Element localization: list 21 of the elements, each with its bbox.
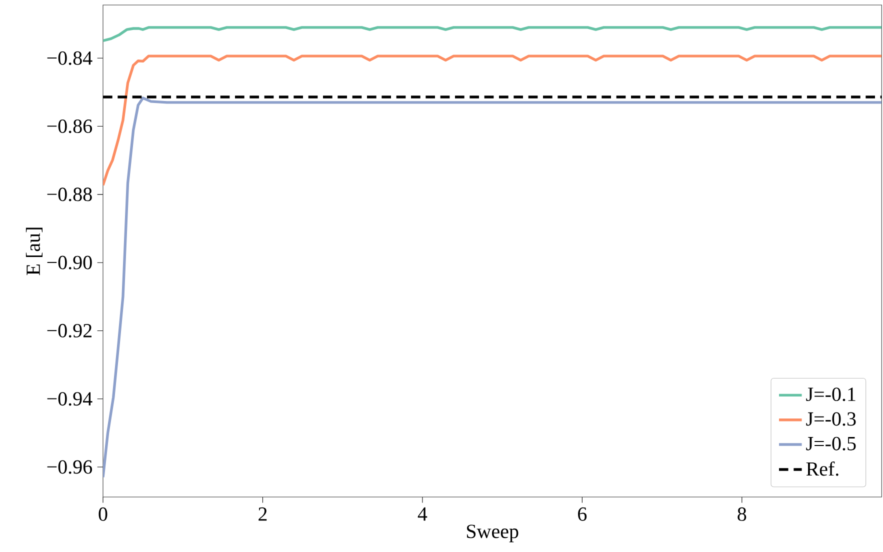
x-tick-label: 6 (578, 507, 587, 521)
y-axis-title: E [au] (26, 228, 42, 276)
legend-label: J=-0.5 (806, 436, 856, 450)
legend-label: Ref. (806, 461, 838, 476)
x-axis-title: Sweep (467, 524, 518, 542)
y-tick-label: −0.88 (47, 188, 92, 202)
x-tick-label: 0 (98, 507, 108, 521)
y-tick-label: −0.96 (47, 460, 92, 474)
line-series (103, 54, 882, 187)
line-series (103, 96, 882, 479)
y-tick-label: −0.92 (47, 324, 92, 338)
y-tick-label: −0.94 (47, 392, 92, 406)
y-tick-label: −0.86 (47, 120, 92, 134)
legend-label: J=-0.1 (806, 388, 856, 402)
x-tick-label: 8 (738, 507, 746, 521)
y-tick-label: −0.90 (47, 256, 92, 270)
y-tick-label: −0.84 (47, 51, 92, 65)
x-tick-label: 4 (418, 507, 428, 521)
line-series (103, 26, 882, 42)
legend-label: J=-0.3 (806, 412, 856, 426)
x-tick-label: 2 (258, 507, 267, 521)
